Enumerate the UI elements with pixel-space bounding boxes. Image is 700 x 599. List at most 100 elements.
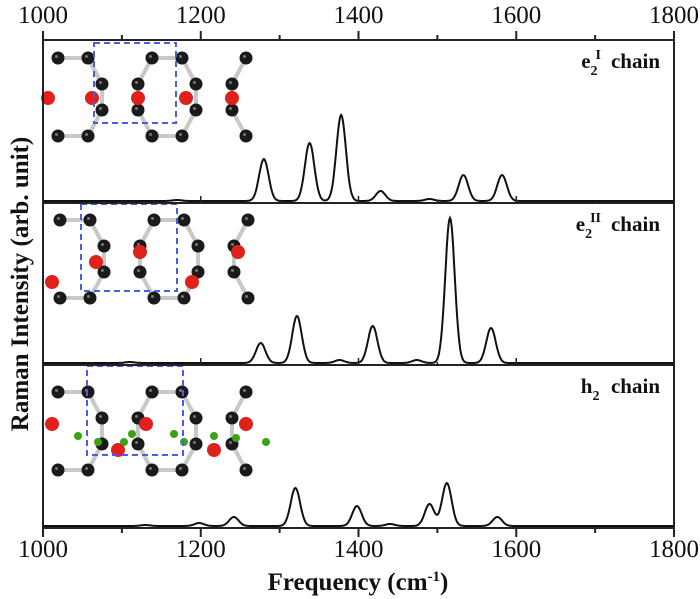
oxygen-atom bbox=[207, 443, 221, 457]
carbon-atom bbox=[177, 291, 191, 305]
carbon-atom bbox=[177, 213, 191, 227]
atom-highlight bbox=[99, 81, 102, 84]
panel-label: e2I chain bbox=[581, 48, 660, 79]
oxygen-atom bbox=[133, 245, 147, 259]
label-sub: 2 bbox=[585, 227, 592, 242]
carbon-atom bbox=[225, 103, 239, 117]
carbon-atom bbox=[81, 463, 95, 477]
carbon-atom bbox=[145, 463, 159, 477]
carbon-atom bbox=[147, 213, 161, 227]
oxygen-atom bbox=[239, 417, 253, 431]
atom-highlight bbox=[99, 107, 102, 110]
hydrogen-atom bbox=[94, 438, 102, 446]
atom-highlight bbox=[243, 389, 246, 392]
label-base: e bbox=[576, 212, 585, 236]
label-sup: II bbox=[590, 211, 601, 226]
atom-highlight bbox=[231, 243, 234, 246]
y-axis-title: Raman Intensity (arb. unit) bbox=[7, 137, 34, 431]
carbon-atom bbox=[51, 463, 65, 477]
atom-highlight bbox=[55, 133, 58, 136]
atom-highlight bbox=[195, 269, 198, 272]
atom-highlight bbox=[243, 467, 246, 470]
carbon-atom bbox=[239, 129, 253, 143]
atom-highlight bbox=[229, 81, 232, 84]
raman-spectrum-line bbox=[43, 481, 674, 527]
atom-highlight bbox=[245, 295, 248, 298]
top-tick-label: 1200 bbox=[176, 2, 226, 29]
carbon-atom bbox=[225, 411, 239, 425]
label-base: h bbox=[581, 374, 593, 398]
carbon-atom bbox=[189, 103, 203, 117]
oxygen-atom bbox=[185, 275, 199, 289]
atom-highlight bbox=[243, 55, 246, 58]
raman-spectrum-line bbox=[43, 113, 674, 202]
bottom-tick-label: 1200 bbox=[176, 536, 226, 563]
atom-highlight bbox=[137, 269, 140, 272]
carbon-atom bbox=[239, 51, 253, 65]
carbon-atom bbox=[145, 129, 159, 143]
atom-highlight bbox=[229, 415, 232, 418]
plot-frame bbox=[42, 31, 675, 537]
panel-2: e2II chain bbox=[43, 203, 674, 364]
x-axis-title-close: ) bbox=[440, 569, 448, 596]
atom-highlight bbox=[55, 467, 58, 470]
label-suffix: chain bbox=[611, 374, 660, 398]
atom-highlight bbox=[245, 217, 248, 220]
atom-highlight bbox=[85, 55, 88, 58]
atom-highlight bbox=[193, 81, 196, 84]
atom-highlight bbox=[101, 243, 104, 246]
top-tick-label: 1600 bbox=[491, 2, 541, 29]
atom-highlight bbox=[179, 55, 182, 58]
carbon-atom bbox=[81, 51, 95, 65]
bottom-tick-label: 1400 bbox=[334, 536, 384, 563]
carbon-atom bbox=[51, 129, 65, 143]
label-sub: 2 bbox=[591, 64, 598, 79]
top-tick-label: 1400 bbox=[334, 2, 384, 29]
carbon-atom bbox=[191, 265, 205, 279]
panel-1: e2I chain bbox=[41, 42, 674, 202]
atom-highlight bbox=[193, 107, 196, 110]
top-tick-label: 1000 bbox=[18, 2, 68, 29]
oxygen-atom bbox=[231, 245, 245, 259]
carbon-atom bbox=[189, 437, 203, 451]
panel-label: h2 chain bbox=[581, 373, 661, 404]
carbon-atom bbox=[147, 291, 161, 305]
atom-highlight bbox=[151, 217, 154, 220]
x-axis-title-sup: -1 bbox=[428, 569, 441, 585]
label-base: e bbox=[581, 49, 590, 73]
molecule-inset bbox=[41, 42, 253, 143]
hydrogen-atom bbox=[128, 430, 136, 438]
carbon-atom bbox=[81, 129, 95, 143]
atom-highlight bbox=[149, 389, 152, 392]
hydrogen-atom bbox=[170, 430, 178, 438]
atom-highlight bbox=[55, 55, 58, 58]
oxygen-atom bbox=[179, 91, 193, 105]
carbon-atom bbox=[131, 77, 145, 91]
atom-highlight bbox=[57, 217, 60, 220]
hydrogen-atom bbox=[74, 432, 82, 440]
molecule-inset bbox=[45, 203, 255, 305]
bottom-tick-label: 1600 bbox=[491, 536, 541, 563]
oxygen-atom bbox=[45, 417, 59, 431]
panel-label: e2II chain bbox=[576, 211, 661, 242]
atom-highlight bbox=[87, 217, 90, 220]
oxygen-atom bbox=[89, 255, 103, 269]
x-axis-title-main: Frequency (cm bbox=[268, 569, 428, 596]
carbon-atom bbox=[53, 213, 67, 227]
atom-highlight bbox=[181, 295, 184, 298]
carbon-atom bbox=[53, 291, 67, 305]
oxygen-atom bbox=[41, 91, 55, 105]
carbon-atom bbox=[145, 51, 159, 65]
atom-highlight bbox=[193, 415, 196, 418]
oxygen-atom bbox=[45, 275, 59, 289]
carbon-atom bbox=[191, 239, 205, 253]
carbon-atom bbox=[133, 265, 147, 279]
atom-highlight bbox=[149, 133, 152, 136]
carbon-atom bbox=[97, 265, 111, 279]
x-axis-title: Frequency (cm-1) bbox=[268, 569, 449, 596]
atom-highlight bbox=[181, 217, 184, 220]
carbon-atom bbox=[189, 77, 203, 91]
bottom-x-tick-labels: 1000 1200 1400 1600 1800 bbox=[18, 536, 699, 563]
